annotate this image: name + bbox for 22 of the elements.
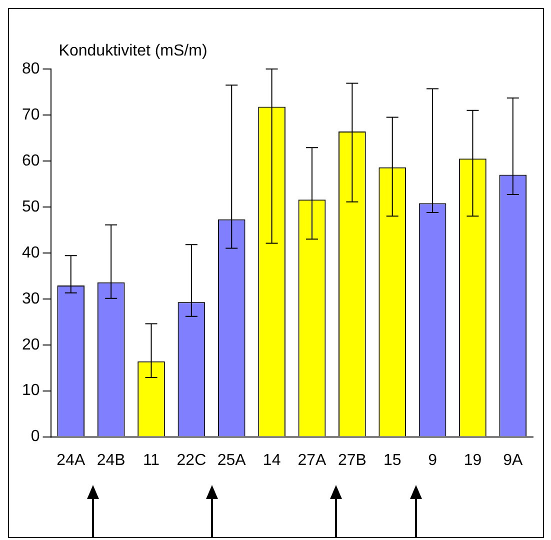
- y-tick-label: 20: [22, 336, 40, 354]
- y-tick-label: 70: [22, 106, 40, 124]
- y-tick-label: 50: [22, 198, 40, 216]
- y-tick-label: 30: [22, 290, 40, 308]
- x-tick-label: 15: [383, 452, 402, 469]
- x-tick-label: 27B: [338, 452, 366, 469]
- y-tick-label: 80: [22, 60, 40, 78]
- y-tick-label: 0: [30, 428, 40, 446]
- y-axis-title: Konduktivitet (mS/m): [58, 42, 208, 60]
- x-tick-label: 27A: [298, 452, 327, 469]
- x-tick-label: 11: [142, 452, 160, 469]
- x-tick-label: 14: [262, 452, 281, 469]
- x-tick-label: 24A: [56, 452, 86, 469]
- x-tick-label: 25A: [217, 452, 246, 469]
- y-tick-label: 40: [22, 244, 40, 262]
- x-tick-label: 9A: [503, 452, 524, 469]
- y-tick-label: 10: [22, 382, 40, 400]
- x-tick-label: 19: [464, 452, 482, 469]
- x-tick-label: 22C: [176, 452, 206, 469]
- y-tick-label: 60: [22, 152, 40, 170]
- x-tick-label: 9: [428, 452, 438, 469]
- x-tick-label: 24B: [96, 452, 126, 469]
